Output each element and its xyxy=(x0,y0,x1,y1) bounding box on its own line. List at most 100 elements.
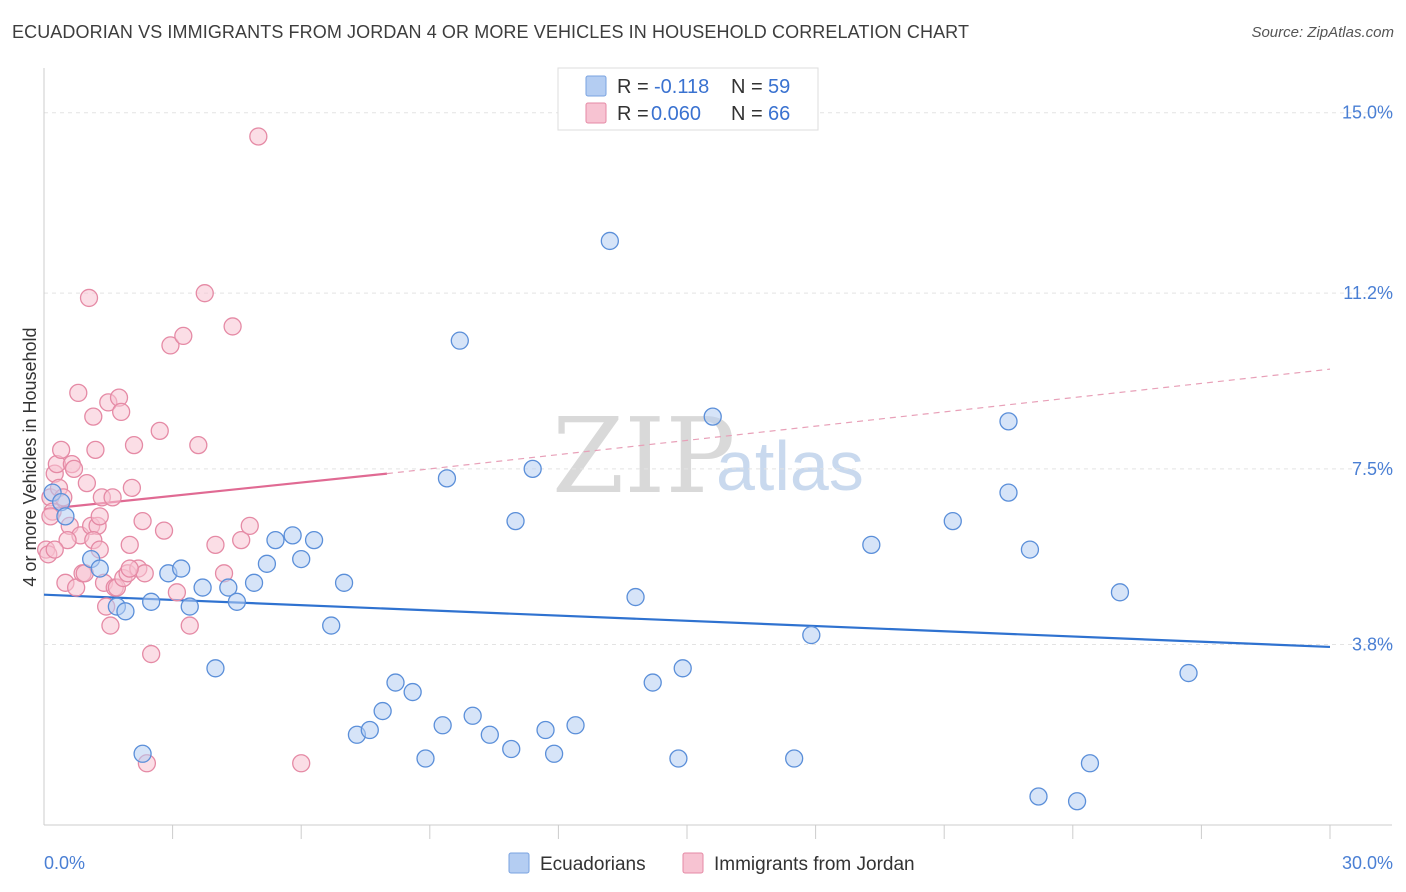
ecuadorian-point xyxy=(180,597,199,616)
legend-n-value-2: 66 xyxy=(768,103,790,125)
ecuadorian-point xyxy=(292,549,311,569)
legend-r-label-1: R = xyxy=(617,76,649,98)
ecuadorian-point xyxy=(643,673,662,692)
ecuadorian-point xyxy=(480,725,499,744)
ecuadorian-point xyxy=(626,587,645,607)
ecuadorian-point xyxy=(116,602,135,621)
ecuadorian-point xyxy=(1110,583,1130,602)
ecuadorian-point xyxy=(416,749,435,768)
ecuadorian-point xyxy=(785,749,804,768)
jordan-point xyxy=(180,616,199,635)
ecuadorian-point xyxy=(566,716,585,735)
jordan-point xyxy=(249,127,268,146)
jordan-point xyxy=(86,440,105,460)
jordan-point xyxy=(133,511,152,531)
ecuadorian-point xyxy=(999,412,1018,431)
ecuadorian-point xyxy=(56,507,75,526)
x-tick-label-min: 0.0% xyxy=(44,853,85,873)
jordan-point xyxy=(64,459,84,479)
ecuadorian-point xyxy=(257,554,277,573)
grid-lines xyxy=(44,112,1392,646)
trend-line-extended-1 xyxy=(386,368,1331,475)
ecuadorian-point xyxy=(283,526,302,545)
jordan-point xyxy=(195,284,214,303)
jordan-point xyxy=(112,402,131,422)
ecuadorian-point xyxy=(1029,787,1048,806)
bottom-legend-swatch-ecuadorians xyxy=(508,852,530,874)
y-tick-labels: 3.8% 7.5% 11.2% 15.0% xyxy=(1342,103,1393,655)
y-tick-label: 3.8% xyxy=(1352,635,1393,655)
legend-r-label-2: R = xyxy=(617,103,649,125)
ecuadorian-point xyxy=(266,530,285,550)
bottom-legend-label-ecuadorians: Ecuadorians xyxy=(540,854,646,875)
legend-swatch-ecuadorians xyxy=(585,75,607,97)
ecuadorian-point xyxy=(600,231,619,251)
ecuadorian-point xyxy=(437,469,457,488)
bottom-legend-label-jordan: Immigrants from Jordan xyxy=(714,854,915,875)
legend-n-label-1: N = xyxy=(731,76,763,98)
ecuadorian-point xyxy=(1080,754,1100,773)
source-label: Source: ZipAtlas.com xyxy=(1251,24,1394,41)
jordan-point xyxy=(77,473,97,493)
ecuadorian-point xyxy=(433,716,452,735)
ecuadorian-point xyxy=(193,578,212,597)
ecuadorian-point xyxy=(1179,663,1198,683)
y-tick-label: 15.0% xyxy=(1342,103,1393,123)
ecuadorian-point xyxy=(322,616,341,635)
series-legend: Ecuadorians Immigrants from Jordan xyxy=(508,852,915,875)
ecuadorian-point xyxy=(227,592,247,611)
ecuadorian-point xyxy=(360,720,379,740)
jordan-point xyxy=(154,521,174,540)
data-points xyxy=(36,127,1198,811)
jordan-point xyxy=(69,383,88,403)
ecuadorian-point xyxy=(304,530,324,550)
jordan-point xyxy=(58,530,77,550)
ecuadorian-point xyxy=(386,673,405,692)
legend-swatch-jordan xyxy=(585,102,607,124)
y-axis-label: 4 or more Vehicles in Household xyxy=(20,327,40,586)
jordan-point xyxy=(240,516,259,535)
ecuadorian-point xyxy=(219,578,238,597)
ecuadorian-point xyxy=(403,682,422,702)
jordan-point xyxy=(84,407,103,426)
ecuadorian-point xyxy=(373,701,392,721)
ecuadorian-point xyxy=(172,559,191,578)
jordan-point xyxy=(101,616,120,635)
ecuadorian-point xyxy=(506,511,525,531)
y-tick-label: 7.5% xyxy=(1352,459,1393,479)
jordan-point xyxy=(174,326,193,346)
jordan-point xyxy=(292,754,311,773)
ecuadorian-point xyxy=(523,459,542,479)
jordan-point xyxy=(232,530,251,550)
ecuadorian-point xyxy=(544,744,564,763)
ecuadorian-point xyxy=(862,535,881,554)
jordan-point xyxy=(150,421,169,441)
jordan-point xyxy=(103,488,122,507)
ecuadorian-point xyxy=(943,511,962,531)
jordan-point xyxy=(79,288,99,308)
ecuadorian-point xyxy=(244,573,264,592)
ecuadorian-point xyxy=(133,744,152,763)
jordan-point xyxy=(167,583,187,602)
jordan-point xyxy=(189,435,208,455)
ecuadorian-point xyxy=(450,331,469,350)
jordan-point xyxy=(122,478,142,498)
y-tick-label: 11.2% xyxy=(1343,283,1393,303)
ecuadorian-point xyxy=(502,739,521,759)
jordan-point xyxy=(124,435,144,455)
ecuadorian-point xyxy=(1020,540,1040,559)
ecuadorian-point xyxy=(999,483,1018,502)
bottom-legend-swatch-jordan xyxy=(682,852,704,874)
ecuadorian-point xyxy=(206,659,225,678)
legend-n-value-1: 59 xyxy=(768,76,790,98)
trend-line-0 xyxy=(43,593,1331,649)
jordan-point xyxy=(120,535,139,554)
ecuadorian-point xyxy=(673,659,692,678)
x-tick-label-max: 30.0% xyxy=(1342,853,1393,873)
jordan-point xyxy=(90,507,109,526)
ecuadorian-point xyxy=(703,407,722,426)
jordan-point xyxy=(120,559,139,578)
ecuadorian-point xyxy=(142,592,161,611)
ecuadorian-point xyxy=(1067,792,1087,811)
